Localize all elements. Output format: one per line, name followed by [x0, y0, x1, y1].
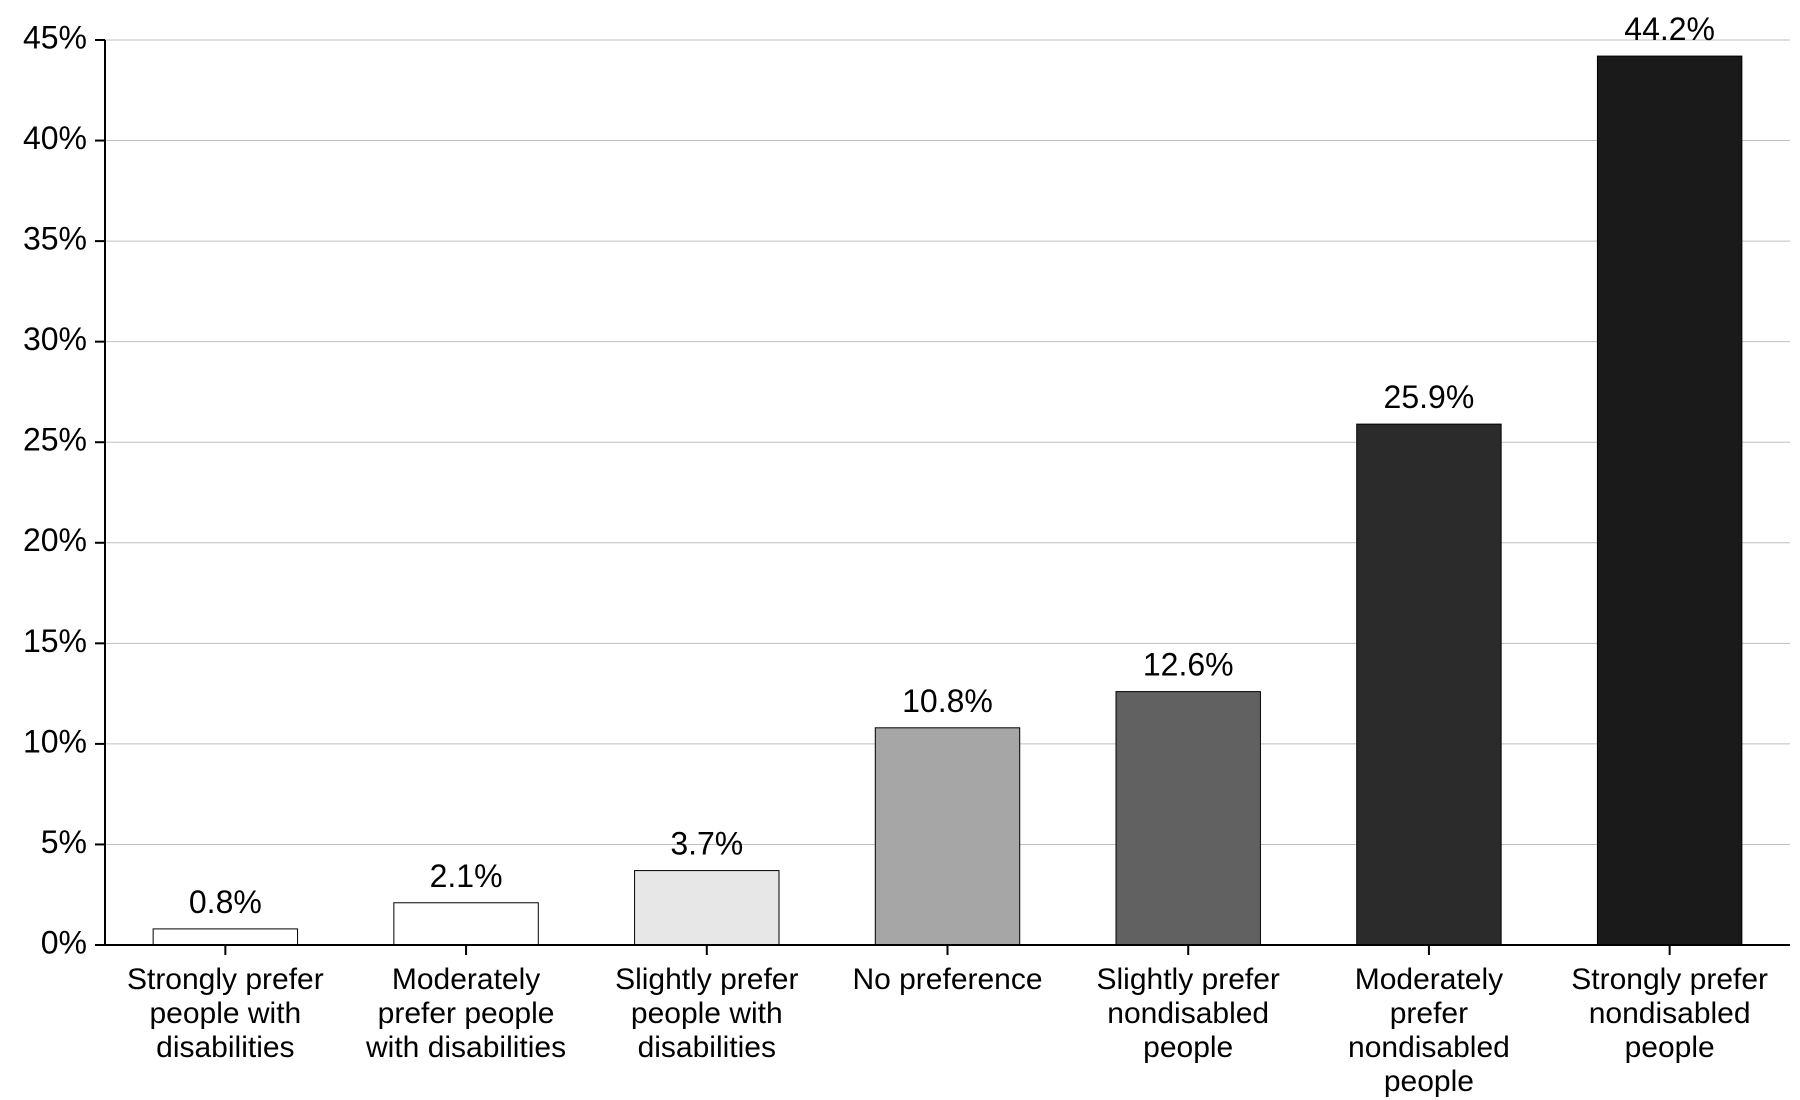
- bar-value-label: 10.8%: [902, 683, 993, 719]
- x-tick-label: No preference: [852, 963, 1042, 996]
- y-tick-label: 35%: [23, 221, 87, 257]
- bar: [875, 728, 1019, 945]
- y-tick-label: 0%: [41, 924, 87, 960]
- bar: [394, 903, 538, 945]
- bar-chart: 0.8% 2.1% 3.7% 10.8% 12.6% 25.9% 44.2% 0% 5% 10% 1…: [0, 0, 1800, 1100]
- x-tick-label: Moderatelyprefer peoplewith disabilities: [365, 963, 566, 1064]
- y-tick-label: 40%: [23, 120, 87, 156]
- bar-value-label: 0.8%: [189, 884, 262, 920]
- y-tick-label: 5%: [41, 824, 87, 860]
- chart-svg: 0.8% 2.1% 3.7% 10.8% 12.6% 25.9% 44.2% 0% 5% 10% 1…: [0, 0, 1800, 1100]
- y-tick-label: 20%: [23, 522, 87, 558]
- y-tick-label: 45%: [23, 19, 87, 55]
- bar: [1116, 692, 1260, 945]
- x-tick-label: Strongly preferpeople withdisabilities: [127, 963, 324, 1064]
- bar-value-label: 3.7%: [670, 826, 743, 862]
- bar: [1357, 424, 1501, 945]
- bar-value-label: 12.6%: [1143, 647, 1234, 683]
- bar-value-label: 2.1%: [430, 858, 503, 894]
- bar-value-label: 25.9%: [1384, 379, 1475, 415]
- y-tick-label: 25%: [23, 422, 87, 458]
- bar: [153, 929, 297, 945]
- bar-value-label: 44.2%: [1624, 11, 1715, 47]
- y-tick-label: 10%: [23, 723, 87, 759]
- x-tick-label: Slightly preferpeople withdisabilities: [615, 963, 798, 1064]
- bar: [1597, 56, 1741, 945]
- y-tick-label: 30%: [23, 321, 87, 357]
- y-tick-label: 15%: [23, 623, 87, 659]
- bar: [635, 871, 779, 945]
